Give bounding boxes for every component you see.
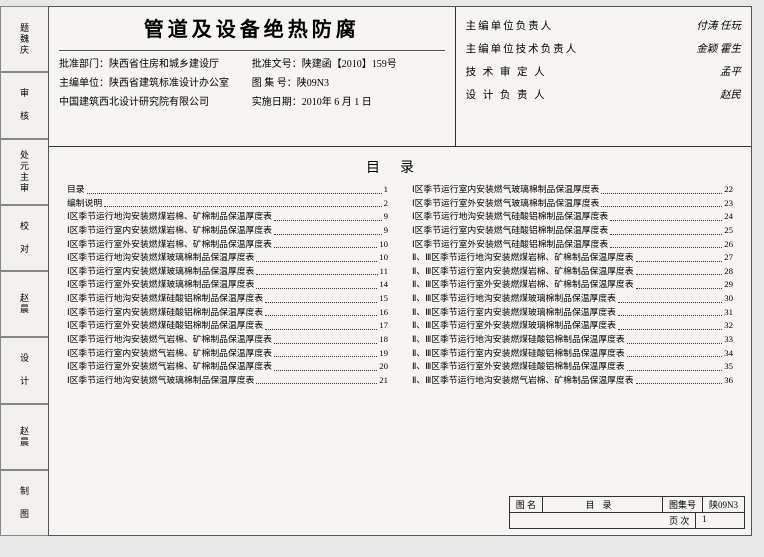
header: 管道及设备绝热防腐 批准部门：陕西省住房和城乡建设厅主编单位：陕西省建筑标准设计…: [49, 7, 751, 147]
meta-row: 批准部门：陕西省住房和城乡建设厅: [59, 55, 252, 74]
toc-entry: Ⅰ区季节运行室外安装燃煤岩棉、矿棉制品保温厚度表10: [67, 238, 388, 252]
toc-entry: Ⅰ区季节运行室内安装燃气玻璃棉制品保温厚度表22: [412, 183, 733, 197]
meta-row: 中国建筑西北设计研究院有限公司: [59, 93, 252, 112]
toc-entry: Ⅰ区季节运行室外安装燃煤玻璃棉制品保温厚度表14: [67, 278, 388, 292]
toc-entry: Ⅰ区季节运行室内安装燃煤硅酸铝棉制品保温厚度表16: [67, 306, 388, 320]
toc-entry: Ⅰ区季节运行室内安装燃气硅酸铝棉制品保温厚度表25: [412, 224, 733, 238]
meta-row: 批准文号：陕建函【2010】159号: [252, 55, 445, 74]
signature-row: 技 术 审 定 人孟平: [466, 61, 741, 84]
toc-entry: Ⅰ区季节运行地沟安装燃煤岩棉、矿棉制品保温厚度表9: [67, 210, 388, 224]
toc-entry: Ⅰ区季节运行室外安装燃气玻璃棉制品保温厚度表23: [412, 197, 733, 211]
toc-entry: Ⅱ、Ⅲ区季节运行地沟安装燃气岩棉、矿棉制品保温厚度表36: [412, 374, 733, 388]
side-tab: 设 计: [0, 337, 48, 403]
signatures-block: 主编单位负责人付涛 任玩主编单位技术负责人金颖 霍生技 术 审 定 人孟平设 计…: [456, 7, 751, 146]
signature-row: 主编单位负责人付涛 任玩: [466, 15, 741, 38]
toc-entry: Ⅱ、Ⅲ区季节运行地沟安装燃煤岩棉、矿棉制品保温厚度表27: [412, 251, 733, 265]
table-of-contents: 目录1编制说明2Ⅰ区季节运行地沟安装燃煤岩棉、矿棉制品保温厚度表9Ⅰ区季节运行室…: [49, 183, 751, 387]
toc-entry: Ⅱ、Ⅲ区季节运行室外安装燃煤玻璃棉制品保温厚度表32: [412, 319, 733, 333]
toc-entry: Ⅰ区季节运行室内安装燃煤岩棉、矿棉制品保温厚度表9: [67, 224, 388, 238]
toc-entry: Ⅰ区季节运行地沟安装燃气玻璃棉制品保温厚度表21: [67, 374, 388, 388]
toc-entry: Ⅰ区季节运行室外安装燃气硅酸铝棉制品保温厚度表26: [412, 238, 733, 252]
document-title: 管道及设备绝热防腐: [59, 13, 445, 42]
footer-name-value: 目录: [543, 497, 663, 512]
signature-row: 设 计 负 责 人赵民: [466, 84, 741, 107]
toc-entry: Ⅱ、Ⅲ区季节运行室外安装燃煤岩棉、矿棉制品保温厚度表29: [412, 278, 733, 292]
side-tab: 校 对: [0, 205, 48, 271]
toc-entry: Ⅱ、Ⅲ区季节运行室内安装燃煤岩棉、矿棉制品保温厚度表28: [412, 265, 733, 279]
toc-entry: 编制说明2: [67, 197, 388, 211]
footer-set-label: 图集号: [663, 497, 703, 512]
toc-entry: Ⅰ区季节运行室外安装燃煤硅酸铝棉制品保温厚度表17: [67, 319, 388, 333]
toc-title: 目录: [49, 157, 751, 177]
toc-entry: Ⅰ区季节运行地沟安装燃煤硅酸铝棉制品保温厚度表15: [67, 292, 388, 306]
toc-entry: Ⅰ区季节运行地沟安装燃煤玻璃棉制品保温厚度表10: [67, 251, 388, 265]
toc-entry: 目录1: [67, 183, 388, 197]
document-page: 管道及设备绝热防腐 批准部门：陕西省住房和城乡建设厅主编单位：陕西省建筑标准设计…: [48, 6, 752, 536]
toc-entry: Ⅰ区季节运行地沟安装燃气硅酸铝棉制品保温厚度表24: [412, 210, 733, 224]
toc-entry: Ⅰ区季节运行室内安装燃气岩棉、矿棉制品保温厚度表19: [67, 347, 388, 361]
footer-stamp: 图 名 目录 图集号 陕09N3 图 名 页 次 1: [509, 496, 745, 529]
side-tab: 审 核: [0, 72, 48, 138]
header-left: 管道及设备绝热防腐 批准部门：陕西省住房和城乡建设厅主编单位：陕西省建筑标准设计…: [49, 7, 456, 146]
meta-row: 图 集 号：陕09N3: [252, 74, 445, 93]
toc-entry: Ⅰ区季节运行室外安装燃气岩棉、矿棉制品保温厚度表20: [67, 360, 388, 374]
side-tab: 题魏庆: [0, 6, 48, 72]
signature-row: 主编单位技术负责人金颖 霍生: [466, 38, 741, 61]
toc-entry: Ⅱ、Ⅲ区季节运行地沟安装燃煤硅酸铝棉制品保温厚度表33: [412, 333, 733, 347]
toc-entry: Ⅱ、Ⅲ区季节运行室内安装燃煤玻璃棉制品保温厚度表31: [412, 306, 733, 320]
side-tab: 赵晨: [0, 404, 48, 470]
toc-entry: Ⅰ区季节运行室内安装燃煤玻璃棉制品保温厚度表11: [67, 265, 388, 279]
side-tab: 制 图: [0, 470, 48, 536]
footer-name-label: 图 名: [510, 497, 543, 512]
meta-row: 主编单位：陕西省建筑标准设计办公室: [59, 74, 252, 93]
side-tab: 处元主审: [0, 139, 48, 205]
footer-page-label: 页 次: [663, 513, 696, 528]
toc-entry: Ⅱ、Ⅲ区季节运行地沟安装燃煤玻璃棉制品保温厚度表30: [412, 292, 733, 306]
toc-entry: Ⅰ区季节运行地沟安装燃气岩棉、矿棉制品保温厚度表18: [67, 333, 388, 347]
toc-entry: Ⅱ、Ⅲ区季节运行室内安装燃煤硅酸铝棉制品保温厚度表34: [412, 347, 733, 361]
side-tab: 赵晨: [0, 271, 48, 337]
footer-page-value: 1: [696, 513, 713, 528]
toc-entry: Ⅱ、Ⅲ区季节运行室外安装燃煤硅酸铝棉制品保温厚度表35: [412, 360, 733, 374]
meta-row: 实施日期：2010年 6 月 1 日: [252, 93, 445, 112]
footer-set-value: 陕09N3: [703, 497, 744, 512]
